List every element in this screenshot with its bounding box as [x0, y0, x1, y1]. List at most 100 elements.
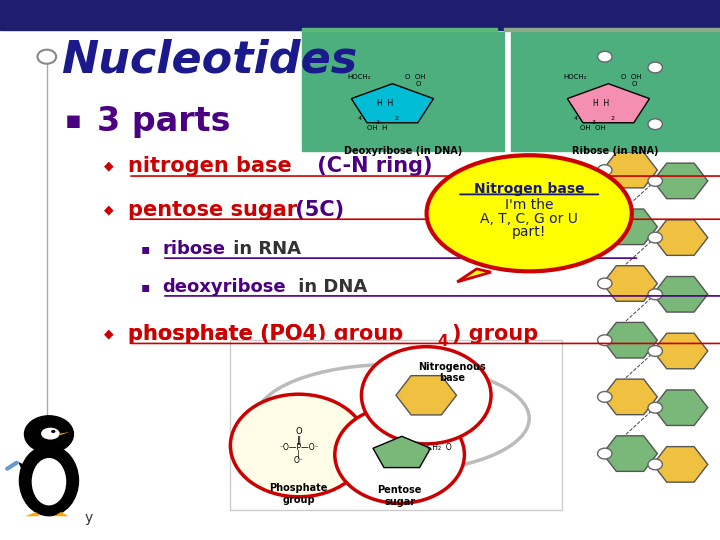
Circle shape: [37, 50, 56, 64]
Bar: [504, 28, 720, 31]
Text: H  H: H H: [377, 99, 393, 108]
Polygon shape: [653, 106, 708, 142]
Polygon shape: [603, 266, 657, 301]
Text: ‖: ‖: [297, 436, 301, 444]
Polygon shape: [60, 432, 70, 435]
Text: I'm the: I'm the: [505, 198, 554, 212]
Text: 3: 3: [376, 120, 380, 125]
Text: 4: 4: [574, 116, 578, 122]
Text: phosphate (PO: phosphate (PO: [128, 323, 302, 344]
Text: in RNA: in RNA: [227, 240, 301, 259]
Circle shape: [648, 289, 662, 300]
Text: 4: 4: [358, 116, 362, 122]
Bar: [302, 28, 497, 31]
Polygon shape: [603, 39, 657, 75]
Circle shape: [598, 448, 612, 459]
Polygon shape: [603, 209, 657, 245]
Text: (5C): (5C): [288, 199, 344, 220]
Text: ▪: ▪: [140, 242, 150, 256]
Text: y: y: [85, 511, 93, 525]
Text: ▪: ▪: [65, 110, 82, 133]
Text: 2: 2: [610, 116, 614, 122]
Circle shape: [598, 278, 612, 289]
Text: Nucleotides: Nucleotides: [61, 39, 357, 82]
Text: nitrogen base: nitrogen base: [128, 156, 292, 177]
Circle shape: [598, 335, 612, 346]
Polygon shape: [653, 163, 708, 199]
Text: 4: 4: [437, 334, 448, 349]
Polygon shape: [653, 333, 708, 369]
Circle shape: [648, 232, 662, 243]
Text: |: |: [297, 450, 300, 459]
Polygon shape: [603, 379, 657, 415]
Text: O: O: [631, 80, 637, 87]
Polygon shape: [351, 84, 433, 123]
Circle shape: [24, 416, 73, 453]
Polygon shape: [603, 152, 657, 188]
Text: Deoxyribose (in DNA): Deoxyribose (in DNA): [344, 146, 462, 157]
Polygon shape: [653, 50, 708, 85]
Polygon shape: [18, 462, 29, 474]
Text: 2: 2: [394, 116, 398, 122]
Text: Nitrogen base: Nitrogen base: [474, 182, 585, 196]
Bar: [0, 0, 720, 30]
Bar: [302, 32, 504, 151]
Polygon shape: [396, 376, 456, 415]
Text: OH  OH: OH OH: [580, 125, 606, 131]
Text: Ribose (in RNA): Ribose (in RNA): [572, 146, 659, 157]
Text: in DNA: in DNA: [292, 278, 367, 296]
Text: part!: part!: [512, 225, 546, 239]
Polygon shape: [54, 512, 68, 516]
Circle shape: [598, 51, 612, 62]
Text: HOCH₂: HOCH₂: [564, 74, 588, 80]
Circle shape: [598, 108, 612, 119]
Polygon shape: [653, 447, 708, 482]
Text: O  OH: O OH: [405, 74, 426, 80]
Bar: [230, 340, 562, 510]
Circle shape: [335, 406, 464, 503]
Ellipse shape: [41, 428, 60, 440]
Text: ◆: ◆: [104, 203, 114, 216]
Circle shape: [648, 346, 662, 356]
Text: H  H: H H: [593, 99, 609, 108]
Bar: [511, 32, 720, 151]
Polygon shape: [653, 390, 708, 426]
Ellipse shape: [426, 156, 632, 271]
Text: Nitrogenous
base: Nitrogenous base: [418, 362, 486, 383]
Text: Pentose
sugar: Pentose sugar: [377, 485, 422, 507]
Text: Phosphate
group: Phosphate group: [269, 483, 328, 505]
Polygon shape: [603, 96, 657, 131]
Circle shape: [648, 62, 662, 73]
Circle shape: [648, 402, 662, 413]
Circle shape: [648, 459, 662, 470]
Text: OH  H: OH H: [367, 125, 387, 131]
Polygon shape: [653, 220, 708, 255]
Polygon shape: [457, 269, 491, 282]
Text: O: O: [295, 428, 302, 436]
Text: 3 parts: 3 parts: [97, 105, 230, 138]
Polygon shape: [603, 436, 657, 471]
Text: ◆: ◆: [104, 327, 114, 340]
Text: ◆: ◆: [104, 160, 114, 173]
Circle shape: [648, 176, 662, 186]
Text: 3: 3: [592, 120, 596, 125]
Circle shape: [598, 392, 612, 402]
Text: O⁻: O⁻: [294, 456, 304, 465]
Ellipse shape: [19, 446, 78, 516]
Polygon shape: [603, 322, 657, 358]
Text: (C-N ring): (C-N ring): [310, 156, 432, 177]
Polygon shape: [25, 512, 40, 516]
Polygon shape: [567, 84, 649, 123]
Ellipse shape: [32, 458, 66, 505]
Text: phosphate (PO4) group: phosphate (PO4) group: [128, 323, 403, 344]
Circle shape: [598, 221, 612, 232]
Text: pentose sugar: pentose sugar: [128, 199, 297, 220]
Polygon shape: [653, 276, 708, 312]
Text: ▪: ▪: [140, 280, 150, 294]
Circle shape: [230, 394, 367, 497]
Text: ⁻O—P—O⁻: ⁻O—P—O⁻: [279, 443, 319, 451]
Circle shape: [361, 347, 491, 444]
Text: ribose: ribose: [162, 240, 225, 259]
Circle shape: [51, 430, 55, 433]
Text: deoxyribose: deoxyribose: [162, 278, 286, 296]
